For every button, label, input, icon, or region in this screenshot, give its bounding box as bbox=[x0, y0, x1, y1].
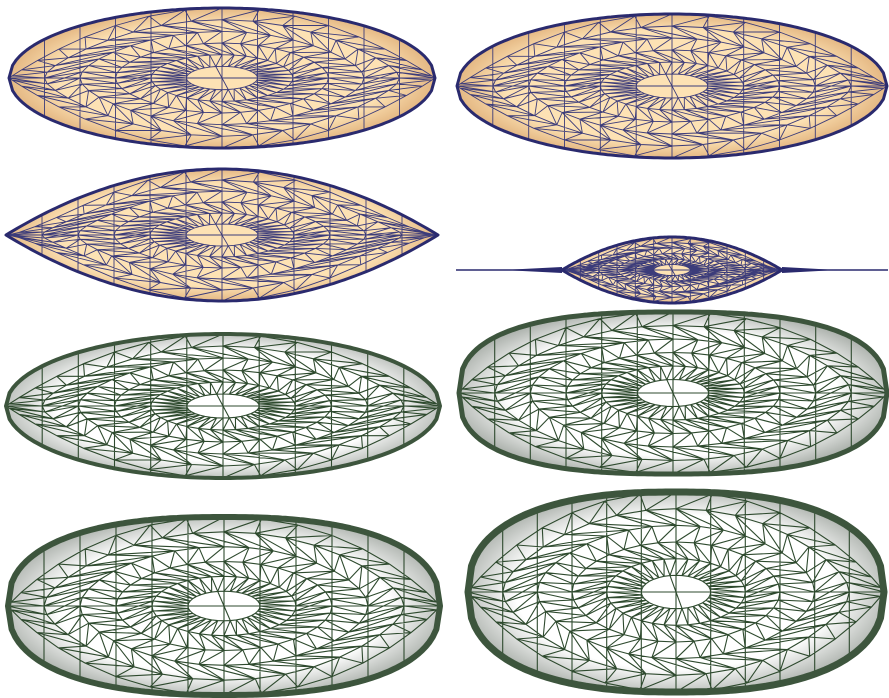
mesh-wireframe bbox=[9, 8, 435, 148]
mesh-tail-taper-right bbox=[782, 267, 837, 273]
mesh-panels bbox=[4, 6, 889, 698]
mesh-panel-gray-1 bbox=[4, 332, 442, 480]
mesh-panel-gray-4 bbox=[464, 488, 888, 696]
mesh-panel-gray-2 bbox=[456, 309, 889, 477]
mesh-outline bbox=[455, 12, 889, 160]
mesh-tail-taper-left bbox=[502, 267, 562, 273]
mesh-wireframe bbox=[468, 492, 884, 692]
mesh-outline bbox=[7, 6, 437, 150]
mesh-wireframe bbox=[562, 237, 782, 303]
mesh-outline bbox=[4, 167, 440, 303]
mesh-outline bbox=[464, 488, 888, 696]
mesh-panel-tan-1 bbox=[7, 6, 437, 150]
mesh-wireframe bbox=[459, 312, 887, 474]
mesh-outline bbox=[4, 332, 442, 480]
mesh-panel-tan-4 bbox=[456, 235, 888, 305]
mesh-panel-gray-3 bbox=[5, 514, 443, 698]
mesh-outline bbox=[5, 514, 443, 698]
mesh-panel-tan-3 bbox=[4, 167, 440, 303]
mesh-outline bbox=[456, 309, 889, 477]
mesh-wireframe bbox=[6, 334, 440, 478]
mesh-wireframe bbox=[8, 517, 440, 695]
mesh-wireframe bbox=[6, 169, 438, 301]
mesh-wireframe bbox=[457, 14, 887, 158]
mesh-panel-tan-2 bbox=[455, 12, 889, 160]
